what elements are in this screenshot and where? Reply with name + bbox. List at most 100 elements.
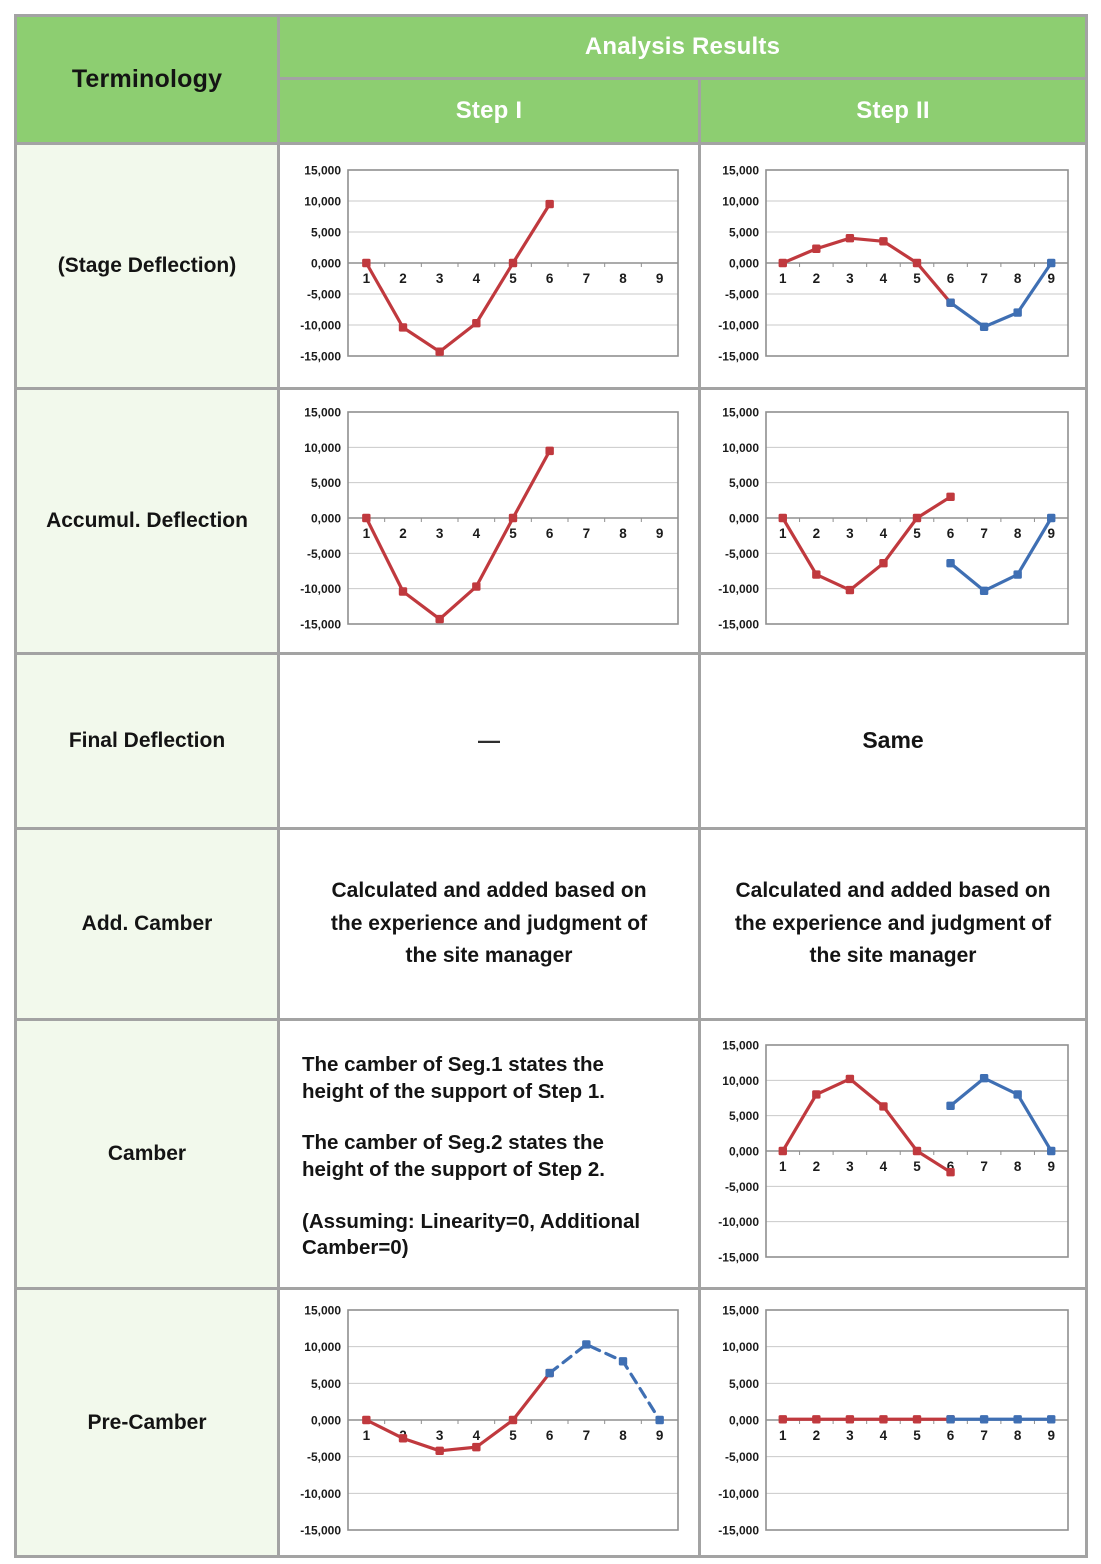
svg-text:5,000: 5,000 [729, 1376, 759, 1390]
svg-text:4: 4 [473, 1428, 481, 1443]
svg-text:0,000: 0,000 [729, 1145, 759, 1159]
accumul-deflection-step1-chart: 15,000 10,000 5,000 0,000 -5,000 -10,000 -15,0… [300, 406, 679, 632]
svg-text:3: 3 [436, 1428, 444, 1443]
svg-text:10,000: 10,000 [722, 1074, 759, 1088]
svg-text:15,000: 15,000 [722, 406, 759, 420]
svg-text:10,000: 10,000 [722, 1340, 759, 1354]
svg-text:10,000: 10,000 [304, 195, 341, 209]
terminology-table: Terminology Analysis Results Step I Step… [14, 14, 1088, 1558]
svg-text:0,000: 0,000 [311, 1413, 341, 1427]
svg-text:-10,000: -10,000 [300, 582, 341, 596]
svg-text:9: 9 [1047, 526, 1055, 541]
add-camber-step2-text: Calculated and added based on the experi… [701, 830, 1085, 1018]
svg-text:-5,000: -5,000 [725, 1450, 759, 1464]
svg-text:6: 6 [947, 1159, 955, 1174]
pre-camber-step1-cell: 15,000 10,000 5,000 0,000 -5,000 -10,000 -15,0… [280, 1290, 698, 1555]
svg-text:5,000: 5,000 [729, 476, 759, 490]
svg-text:6: 6 [947, 526, 955, 541]
stage-deflection-step1-cell: 15,000 10,000 5,000 0,000 -5,000 -10,000 -15,0… [280, 145, 698, 387]
svg-text:7: 7 [980, 1159, 988, 1174]
svg-text:5,000: 5,000 [729, 1109, 759, 1123]
svg-text:4: 4 [473, 526, 481, 541]
svg-text:3: 3 [846, 271, 854, 286]
accumul-deflection-step1-cell: 15,000 10,000 5,000 0,000 -5,000 -10,000 -15,0… [280, 390, 698, 652]
svg-text:8: 8 [619, 271, 627, 286]
svg-text:2: 2 [399, 526, 407, 541]
svg-text:1: 1 [363, 526, 371, 541]
svg-text:-5,000: -5,000 [725, 1180, 759, 1194]
svg-text:4: 4 [473, 271, 481, 286]
svg-text:7: 7 [980, 526, 988, 541]
svg-text:2: 2 [399, 271, 407, 286]
svg-text:1: 1 [779, 1159, 787, 1174]
svg-text:0,000: 0,000 [729, 512, 759, 526]
svg-text:10,000: 10,000 [304, 441, 341, 455]
svg-text:-15,000: -15,000 [718, 1523, 759, 1537]
svg-text:1: 1 [363, 271, 371, 286]
step2-header: Step II [701, 80, 1085, 142]
svg-text:0,000: 0,000 [311, 257, 341, 271]
camber-step2-chart: 15,000 10,000 5,000 0,000 -5,000 -10,000 -15,0… [718, 1039, 1069, 1265]
svg-text:1: 1 [363, 1428, 371, 1443]
stage-deflection-step2-chart: 15,000 10,000 5,000 0,000 -5,000 -10,000 -15,0… [718, 164, 1069, 364]
svg-text:-10,000: -10,000 [300, 1486, 341, 1500]
svg-text:-5,000: -5,000 [725, 547, 759, 561]
svg-text:7: 7 [980, 1428, 988, 1443]
svg-text:-15,000: -15,000 [718, 618, 759, 632]
svg-text:4: 4 [880, 526, 888, 541]
svg-text:-15,000: -15,000 [300, 1523, 341, 1537]
svg-text:4: 4 [880, 1159, 888, 1174]
pre-camber-step1-chart: 15,000 10,000 5,000 0,000 -5,000 -10,000 -15,0… [300, 1303, 679, 1537]
svg-text:8: 8 [1014, 1159, 1022, 1174]
svg-text:15,000: 15,000 [722, 1303, 759, 1317]
svg-text:3: 3 [436, 271, 444, 286]
svg-text:15,000: 15,000 [304, 164, 341, 178]
svg-text:9: 9 [656, 271, 664, 286]
svg-text:5: 5 [509, 1428, 517, 1443]
svg-text:5: 5 [913, 1428, 921, 1443]
svg-text:4: 4 [880, 1428, 888, 1443]
svg-text:5: 5 [509, 271, 517, 286]
svg-text:6: 6 [947, 271, 955, 286]
svg-text:9: 9 [1047, 271, 1055, 286]
svg-text:15,000: 15,000 [304, 406, 341, 420]
svg-text:-10,000: -10,000 [300, 319, 341, 333]
svg-text:1: 1 [779, 1428, 787, 1443]
svg-text:8: 8 [619, 1428, 627, 1443]
svg-text:15,000: 15,000 [722, 164, 759, 178]
camber-step1-paragraph-1: The camber of Seg.1 states the height of… [302, 1053, 605, 1103]
svg-text:2: 2 [813, 271, 821, 286]
svg-text:6: 6 [546, 526, 554, 541]
svg-text:1: 1 [779, 271, 787, 286]
svg-text:10,000: 10,000 [304, 1340, 341, 1354]
svg-text:5,000: 5,000 [311, 1376, 341, 1390]
pre-camber-step2-cell: 15,000 10,000 5,000 0,000 -5,000 -10,000 -15,0… [701, 1290, 1085, 1555]
svg-text:5,000: 5,000 [311, 476, 341, 490]
svg-text:-10,000: -10,000 [718, 1486, 759, 1500]
svg-text:-10,000: -10,000 [718, 319, 759, 333]
final-deflection-step2-text: Same [701, 655, 1085, 827]
svg-text:6: 6 [947, 1428, 955, 1443]
camber-step2-cell: 15,000 10,000 5,000 0,000 -5,000 -10,000 -15,0… [701, 1021, 1085, 1287]
camber-step1-text: The camber of Seg.1 states the height of… [280, 1021, 698, 1287]
svg-text:9: 9 [656, 1428, 664, 1443]
svg-text:-5,000: -5,000 [307, 1450, 341, 1464]
svg-text:4: 4 [880, 271, 888, 286]
pre-camber-step2-chart: 15,000 10,000 5,000 0,000 -5,000 -10,000 -15,0… [718, 1303, 1069, 1537]
svg-text:7: 7 [583, 526, 591, 541]
svg-text:7: 7 [583, 271, 591, 286]
svg-text:5: 5 [913, 1159, 921, 1174]
accumul-deflection-step2-chart: 15,000 10,000 5,000 0,000 -5,000 -10,000 -15,0… [718, 406, 1069, 632]
svg-text:8: 8 [1014, 271, 1022, 286]
stage-deflection-step1-chart: 15,000 10,000 5,000 0,000 -5,000 -10,000 -15,0… [300, 164, 679, 364]
accumul-deflection-step2-cell: 15,000 10,000 5,000 0,000 -5,000 -10,000 -15,0… [701, 390, 1085, 652]
svg-text:3: 3 [846, 526, 854, 541]
row-label-accumul-deflection: Accumul. Deflection [17, 390, 277, 652]
svg-text:-5,000: -5,000 [307, 547, 341, 561]
terminology-header: Terminology [17, 17, 277, 142]
svg-text:15,000: 15,000 [722, 1039, 759, 1053]
svg-text:2: 2 [813, 1428, 821, 1443]
svg-text:-15,000: -15,000 [718, 1251, 759, 1265]
svg-text:5: 5 [509, 526, 517, 541]
svg-text:9: 9 [1047, 1428, 1055, 1443]
